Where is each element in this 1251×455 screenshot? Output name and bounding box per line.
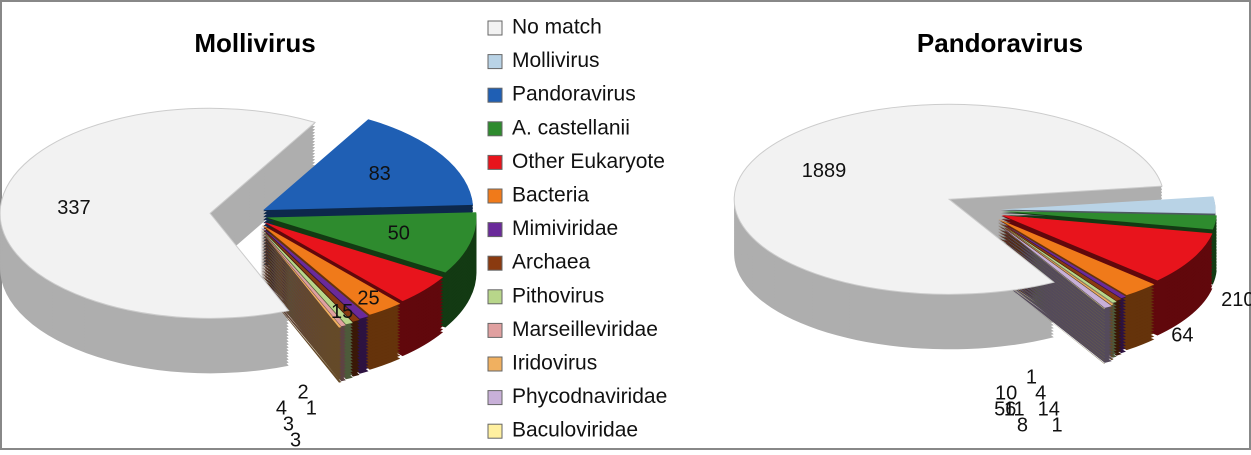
legend-label: Pandoravirus <box>512 83 636 106</box>
slice <box>260 229 346 327</box>
slice-side <box>260 273 342 371</box>
legend-swatch <box>487 322 503 338</box>
slice <box>733 103 1163 295</box>
legend-swatch <box>487 154 503 170</box>
legend-label: Mimiviridae <box>512 217 618 240</box>
slice-side <box>260 246 342 344</box>
slice-side <box>260 261 342 359</box>
legend-label: Bacteria <box>512 184 589 207</box>
slice <box>1001 211 1217 230</box>
slice <box>999 225 1112 308</box>
pie-tops <box>0 107 477 328</box>
slice <box>1000 196 1216 214</box>
slice-side <box>999 229 1105 313</box>
legend-label: No match <box>512 16 602 39</box>
legend-swatch <box>487 87 503 103</box>
legend-label: Pithovirus <box>512 284 604 307</box>
value-label: 1889 <box>802 160 847 182</box>
legend-swatch <box>487 289 503 305</box>
legend-label: Archaea <box>512 251 591 274</box>
slice-side <box>999 226 1105 310</box>
legend-swatch <box>487 54 503 70</box>
slice <box>999 224 1114 306</box>
legend-swatch <box>487 121 503 137</box>
value-label: 3 <box>283 413 294 435</box>
slice <box>260 227 360 322</box>
chart-title: Pandoravirus <box>917 28 1083 58</box>
legend-swatch <box>487 255 503 271</box>
slice-side <box>260 234 342 332</box>
slice <box>260 226 369 319</box>
legend-swatch <box>487 423 503 439</box>
value-label: 10 <box>995 382 1017 404</box>
slice-side <box>260 252 342 350</box>
slice <box>260 230 342 328</box>
slice <box>998 222 1117 303</box>
legend-swatch <box>487 222 503 238</box>
slice <box>998 218 1155 296</box>
slice-side <box>999 235 1105 319</box>
slice-side <box>260 243 342 341</box>
slice-side <box>999 280 1105 364</box>
value-label: 1 <box>1052 414 1063 436</box>
value-label: 83 <box>369 163 391 185</box>
slice-side <box>999 274 1105 358</box>
slice-side <box>260 270 342 368</box>
legend-label: A. castellanii <box>512 116 630 139</box>
legend-label: Other Eukaryote <box>512 150 665 173</box>
legend-label: Marseilleviridae <box>512 318 658 341</box>
legend-swatch <box>487 188 503 204</box>
value-label: 25 <box>357 287 379 309</box>
legend-swatch <box>487 20 503 36</box>
slice-side <box>260 237 342 335</box>
slice-side <box>260 255 342 353</box>
value-label: 64 <box>1171 324 1193 346</box>
value-label: 1 <box>1026 366 1037 388</box>
slice <box>260 228 353 325</box>
legend-label: Mollivirus <box>512 49 600 72</box>
slice <box>266 212 477 273</box>
slice-side <box>999 232 1105 316</box>
slice <box>261 224 401 315</box>
value-label: 11 <box>1004 398 1025 420</box>
value-label: 56 <box>994 398 1016 420</box>
slice <box>997 221 1122 301</box>
value-label: 8 <box>1017 414 1028 436</box>
slice-side <box>999 271 1105 355</box>
slice <box>998 223 1114 304</box>
value-label: 50 <box>388 223 410 245</box>
slice <box>997 220 1126 299</box>
slice <box>0 107 317 319</box>
legend-swatch <box>487 356 503 372</box>
slice <box>999 225 1105 309</box>
slice <box>1001 215 1213 281</box>
value-label: 4 <box>1035 382 1046 404</box>
slice-side <box>999 238 1105 322</box>
slice <box>264 222 444 302</box>
pie-tops <box>733 103 1217 309</box>
value-label: 1 <box>306 397 317 419</box>
slice-side <box>260 249 342 347</box>
slice <box>263 119 473 211</box>
value-label: 14 <box>1038 398 1060 420</box>
slice-side <box>999 268 1105 352</box>
value-label: 210 <box>1221 289 1251 311</box>
legend-label: Iridovirus <box>512 352 597 375</box>
slice-side <box>260 267 342 365</box>
slice-side <box>999 277 1105 361</box>
value-label: 337 <box>57 197 90 219</box>
chart-title: Mollivirus <box>194 28 315 58</box>
value-label: 15 <box>331 301 353 323</box>
slice-side <box>260 258 342 356</box>
value-label: 3 <box>290 429 301 450</box>
legend-label: Phycodnaviridae <box>512 385 667 408</box>
value-label: 4 <box>276 397 287 419</box>
slice-side <box>260 240 342 338</box>
slice-side <box>260 264 342 362</box>
legend-label: Baculoviridae <box>512 419 638 442</box>
value-label: 2 <box>298 381 309 403</box>
legend-swatch <box>487 390 503 406</box>
